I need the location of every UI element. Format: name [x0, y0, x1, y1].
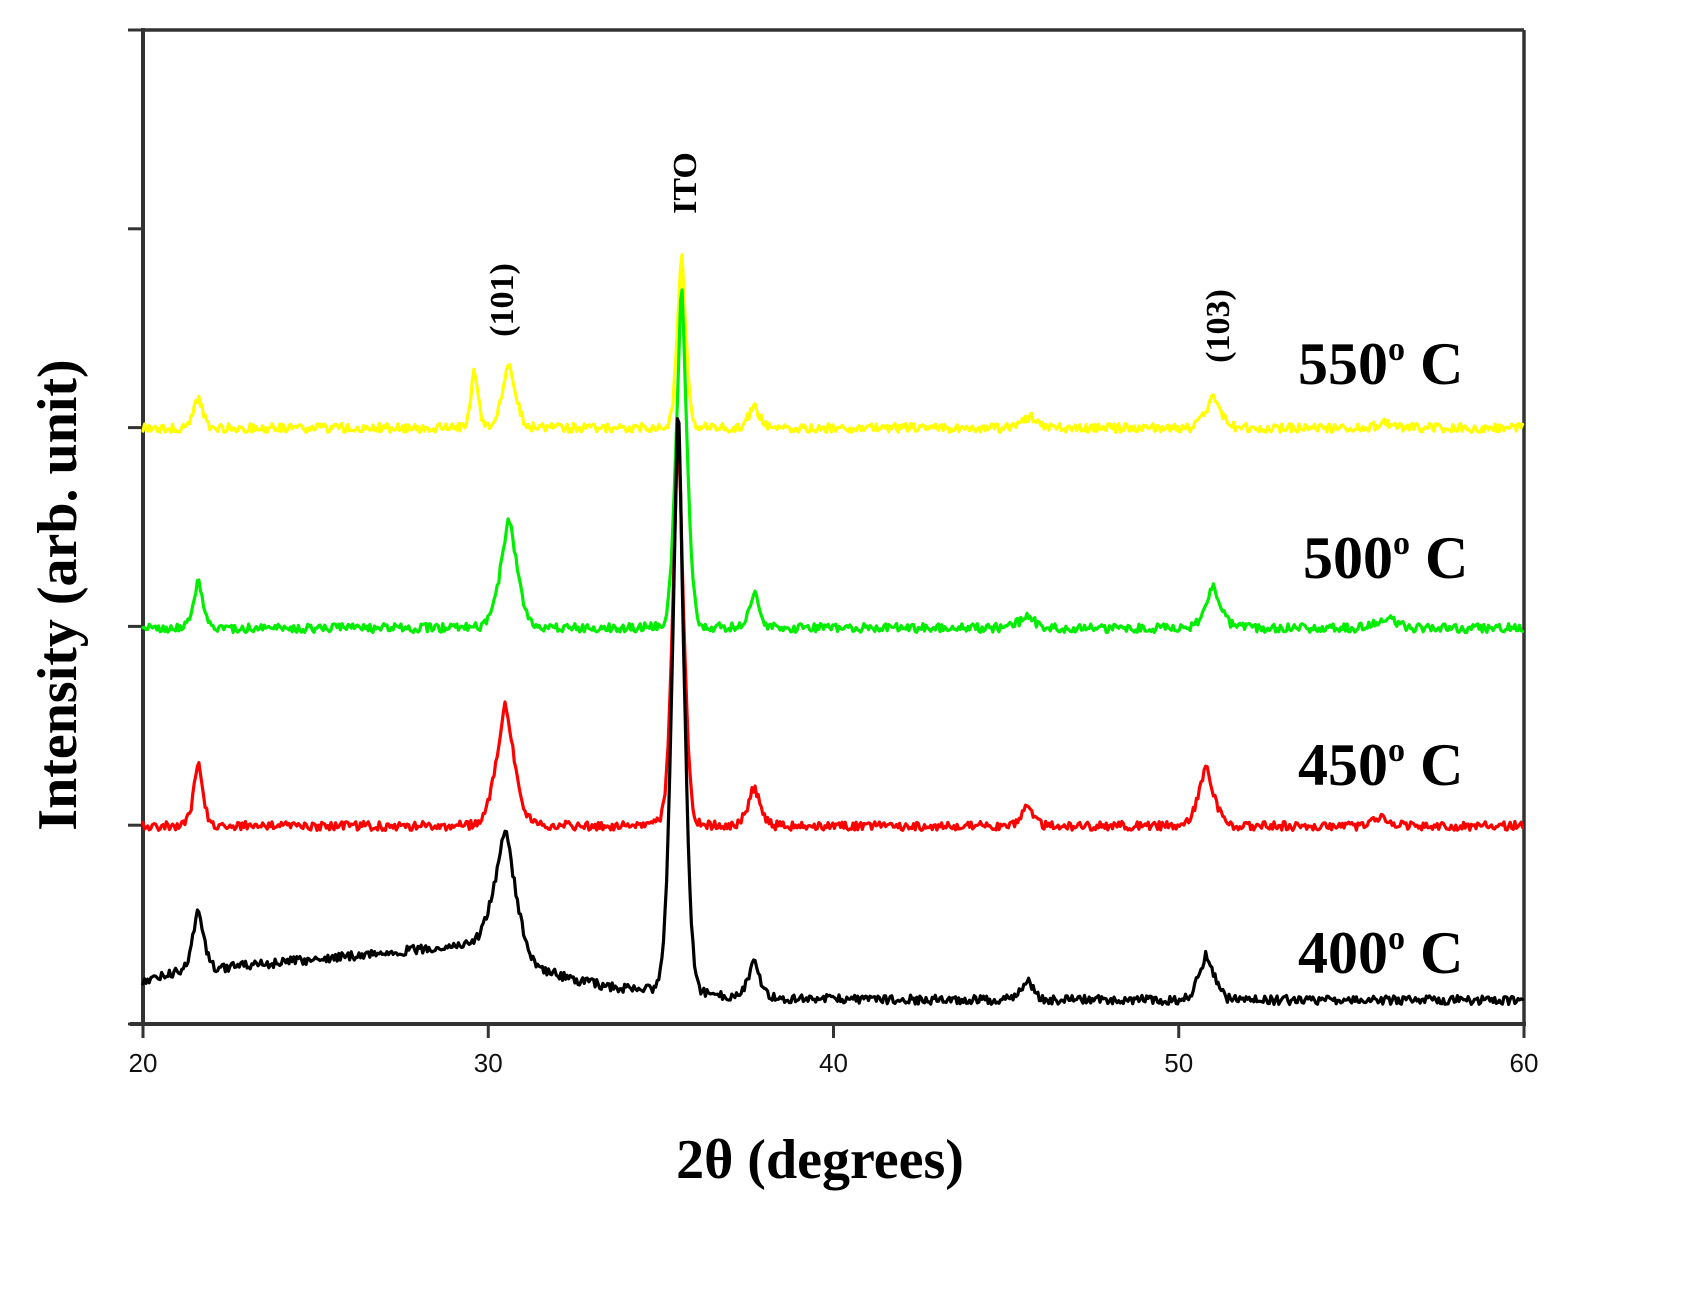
series-label-400: 400o C [1298, 920, 1463, 986]
plot-frame [130, 28, 1526, 1026]
series-label-550: 550o C [1298, 331, 1463, 397]
peak-label-ito: ITO [667, 152, 704, 214]
y-axis-ticks [128, 28, 143, 1026]
x-tick-label: 40 [819, 1048, 848, 1078]
x-tick-label: 50 [1164, 1048, 1193, 1078]
x-axis-title: 2θ (degrees) [676, 1129, 964, 1191]
trace-450 [141, 440, 1525, 832]
trace-550 [141, 253, 1525, 434]
x-axis-ticks: 20 30 40 50 60 [129, 1024, 1539, 1078]
x-tick-label: 20 [129, 1048, 158, 1078]
y-axis-title: Intensity (arb. unit) [27, 359, 89, 830]
series-label-450: 450o C [1298, 732, 1463, 798]
traces-group [141, 253, 1525, 1006]
peak-label-101: (101) [484, 263, 521, 337]
x-tick-label: 30 [474, 1048, 503, 1078]
series-label-500: 500o C [1303, 525, 1468, 591]
series-labels: 550o C 500o C 450o C 400o C [1298, 331, 1468, 986]
x-tick-label: 60 [1510, 1048, 1539, 1078]
trace-500 [141, 288, 1525, 635]
peak-label-103: (103) [1200, 289, 1237, 363]
trace-400 [141, 417, 1525, 1006]
peak-annotations: (101) ITO (103) [484, 152, 1237, 363]
